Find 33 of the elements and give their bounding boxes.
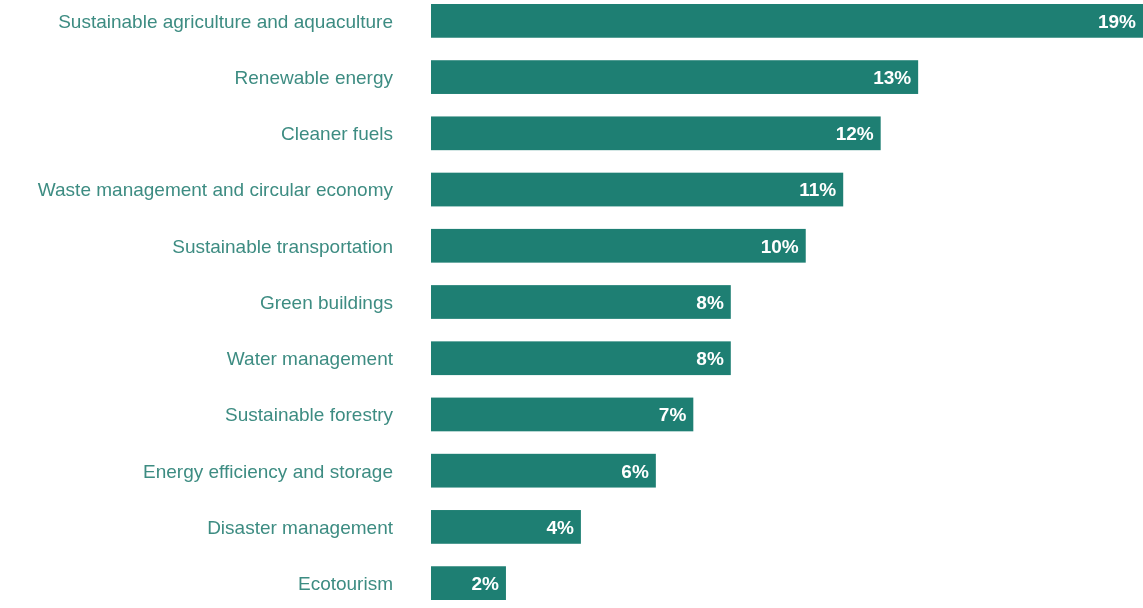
y-tick-label: Energy efficiency and storage	[143, 460, 393, 482]
data-label: 4%	[546, 516, 574, 538]
y-tick-label: Disaster management	[207, 516, 394, 538]
bar	[431, 172, 844, 207]
bar	[431, 510, 581, 544]
y-tick-label: Water management	[226, 348, 394, 370]
data-label: 7%	[658, 404, 687, 426]
bar	[431, 116, 881, 151]
data-label: 2%	[471, 572, 500, 594]
y-tick-label: Sustainable transportation	[172, 235, 393, 257]
bar	[431, 453, 656, 488]
y-tick-label: Cleaner fuels	[281, 123, 393, 145]
data-label: 6%	[621, 460, 649, 482]
bar	[431, 60, 919, 94]
bar	[431, 285, 731, 319]
bar	[431, 228, 806, 263]
bar	[431, 566, 506, 600]
bar	[431, 341, 731, 376]
bar	[431, 4, 1143, 38]
y-tick-label: Sustainable agriculture and aquaculture	[58, 10, 393, 32]
data-label: 11%	[799, 179, 837, 201]
data-label: 19%	[1097, 10, 1137, 32]
data-label: 12%	[835, 123, 874, 145]
y-tick-label: Sustainable forestry	[225, 404, 394, 426]
y-tick-label: Green buildings	[259, 291, 393, 313]
bar	[431, 397, 694, 432]
data-label: 8%	[696, 291, 724, 313]
data-label: 10%	[760, 235, 799, 257]
data-label: 8%	[696, 348, 724, 370]
y-tick-label: Waste management and circular economy	[37, 179, 394, 201]
y-tick-label: Renewable energy	[234, 66, 394, 88]
data-label: 13%	[873, 66, 912, 88]
y-tick-label: Ecotourism	[297, 572, 393, 594]
